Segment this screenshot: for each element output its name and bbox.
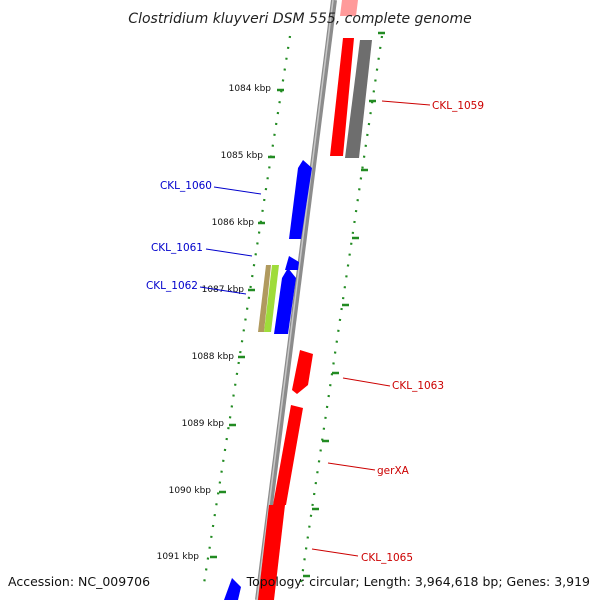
gene-arrow-grey[interactable] [345, 40, 372, 158]
tick-label: 1088 kbp [192, 352, 235, 362]
tick-label: 1085 kbp [221, 151, 264, 161]
gene-label-CKL_1060[interactable]: CKL_1060 [160, 180, 212, 192]
gene-label-CKL_1059[interactable]: CKL_1059 [432, 100, 484, 112]
gene-arrow-tan[interactable] [258, 265, 271, 332]
gene-label-CKL_1063[interactable]: CKL_1063 [392, 380, 444, 392]
genome-backbone [255, 0, 337, 600]
genome-backbone-highlight [256, 0, 334, 600]
leader-line-CKL_1061 [205, 248, 253, 257]
gene-arrow-light-green[interactable] [264, 265, 279, 332]
gene-arrow-CKL_1060[interactable] [289, 160, 312, 239]
gene-label-CKL_1065[interactable]: CKL_1065 [361, 552, 413, 564]
accession-text: Accession: NC_009706 [8, 574, 150, 589]
gene-arrow-CKL_1062[interactable] [274, 268, 296, 334]
gene-arrow-CKL_1065[interactable] [258, 505, 285, 600]
tick-label: 1084 kbp [229, 84, 272, 94]
gene-arrow-partial-top [340, 0, 358, 16]
gene-arrow-CKL_1061[interactable] [285, 256, 299, 270]
gene-label-CKL_1062[interactable]: CKL_1062 [146, 280, 198, 292]
tick-label: 1089 kbp [182, 419, 225, 429]
leader-line-gerXA [327, 462, 376, 471]
map-title: Clostridium kluyveri DSM 555, complete g… [128, 11, 471, 27]
tick-label: 1091 kbp [157, 552, 200, 562]
leader-line-CKL_1065 [311, 548, 359, 557]
gene-label-gerXA[interactable]: gerXA [377, 465, 410, 477]
leader-line-CKL_1059 [381, 100, 431, 106]
leader-line-CKL_1062 [199, 286, 247, 295]
genome-stats-text: Topology: circular; Length: 3,964,618 bp… [246, 574, 590, 589]
tick-label: 1090 kbp [169, 486, 212, 496]
gene-arrow-gerXA[interactable] [273, 405, 303, 505]
tick-label: 1086 kbp [212, 218, 255, 228]
gene-label-CKL_1061[interactable]: CKL_1061 [151, 242, 203, 254]
gene-arrow-CKL_1059[interactable] [330, 38, 354, 156]
gene-arrow-bottom-partial[interactable] [224, 578, 241, 600]
leader-line-CKL_1060 [213, 186, 262, 195]
gene-arrow-CKL_1063[interactable] [292, 350, 313, 394]
leader-line-CKL_1063 [342, 377, 391, 387]
